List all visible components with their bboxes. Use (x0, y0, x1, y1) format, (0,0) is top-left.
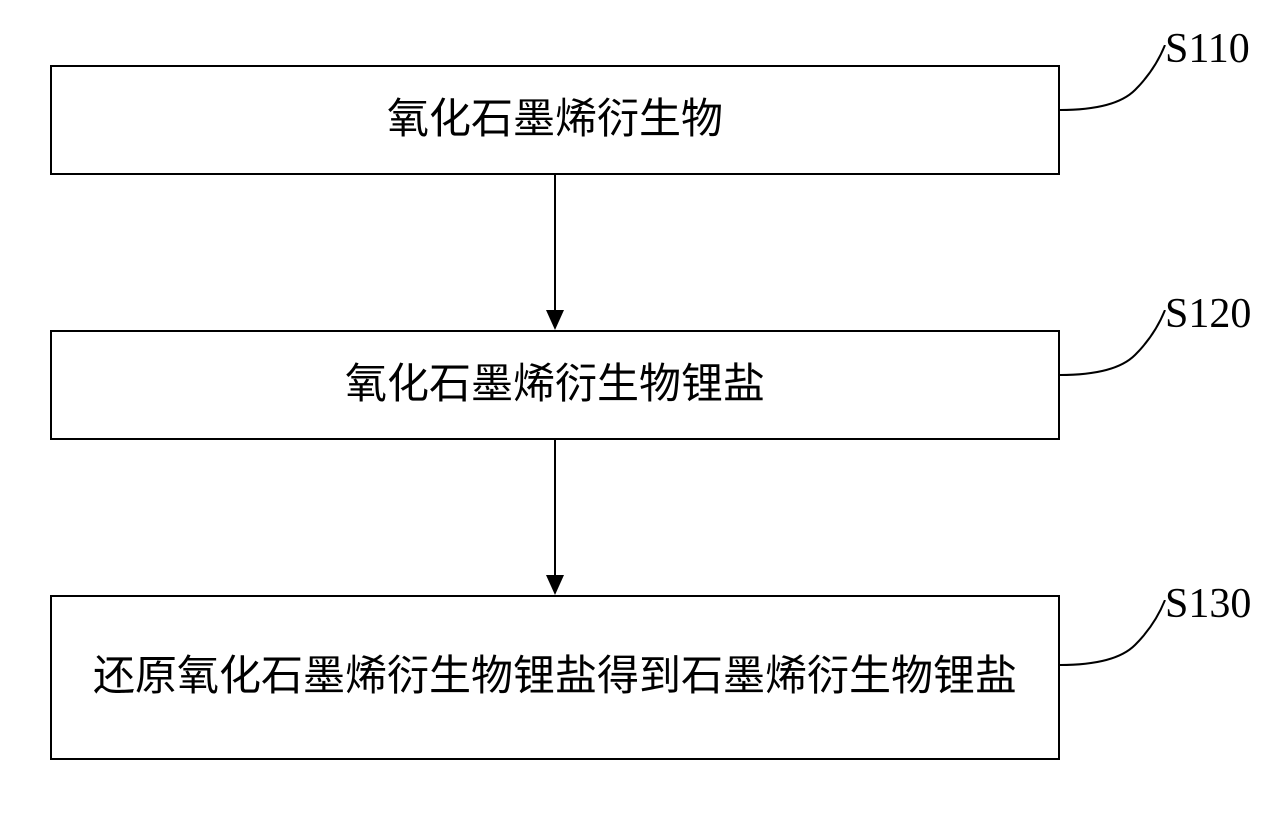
flow-box-s110-label: 氧化石墨烯衍生物 (367, 91, 743, 150)
arrow-s120-s130 (540, 440, 570, 595)
step-label-s130: S130 (1165, 580, 1251, 628)
flow-box-s120: 氧化石墨烯衍生物锂盐 (50, 330, 1060, 440)
step-label-s110: S110 (1165, 25, 1250, 73)
flow-box-s120-label: 氧化石墨烯衍生物锂盐 (325, 356, 785, 415)
flow-box-s130-label: 还原氧化石墨烯衍生物锂盐得到石墨烯衍生物锂盐 (73, 648, 1037, 707)
callout-curve-s110 (1060, 45, 1170, 135)
step-label-s120: S120 (1165, 290, 1251, 338)
arrow-s110-s120 (540, 175, 570, 330)
callout-curve-s130 (1060, 600, 1170, 690)
callout-curve-s120 (1060, 310, 1170, 400)
flow-box-s110: 氧化石墨烯衍生物 (50, 65, 1060, 175)
flow-box-s130: 还原氧化石墨烯衍生物锂盐得到石墨烯衍生物锂盐 (50, 595, 1060, 760)
